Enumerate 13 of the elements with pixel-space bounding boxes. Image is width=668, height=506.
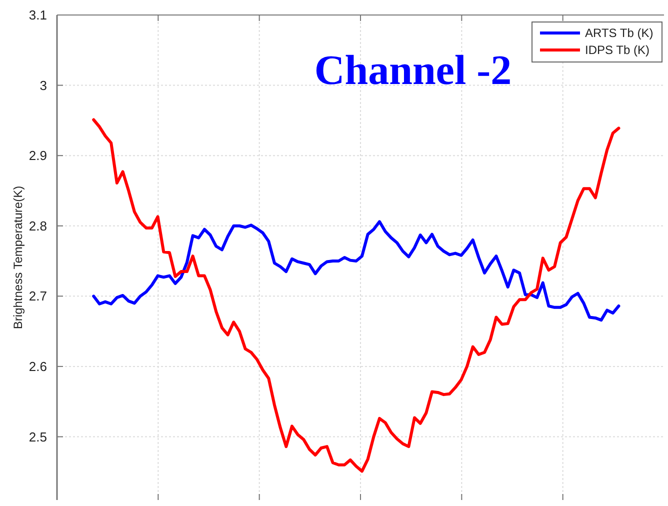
- y-tick-label: 3.1: [28, 8, 47, 23]
- y-tick-label: 2.9: [28, 148, 47, 164]
- line-series: [92, 220, 620, 322]
- legend-label: IDPS Tb (K): [585, 43, 650, 58]
- y-tick-label: 2.8: [28, 218, 47, 234]
- legend-label: ARTS Tb (K): [585, 26, 654, 40]
- y-axis-title: Brightness Temperature(K): [11, 186, 25, 330]
- y-tick-label: 2.7: [28, 288, 47, 304]
- y-tick-label: 2.5: [28, 429, 47, 444]
- text: Channel -2: [314, 48, 512, 94]
- line-series: [92, 118, 620, 473]
- y-tick-label: 2.6: [28, 359, 47, 374]
- y-tick-label: 3: [40, 78, 47, 93]
